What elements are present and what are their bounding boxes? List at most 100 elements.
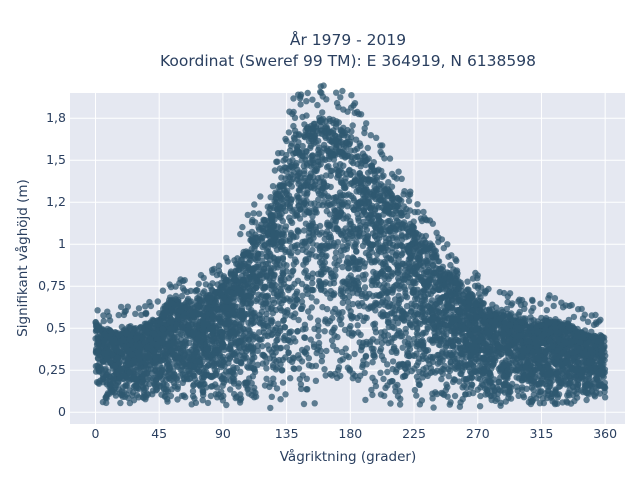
data-point — [294, 248, 301, 256]
data-point — [552, 316, 559, 323]
data-point — [253, 284, 260, 292]
data-point — [300, 400, 308, 408]
data-point — [290, 122, 297, 130]
data-point — [567, 379, 574, 386]
data-point — [209, 383, 216, 390]
data-point — [295, 139, 302, 146]
data-point — [336, 189, 344, 196]
data-point — [263, 365, 270, 372]
data-point — [311, 400, 318, 407]
data-point — [443, 381, 450, 388]
data-point — [328, 337, 336, 344]
data-point — [307, 314, 314, 321]
data-point — [445, 373, 452, 380]
data-point — [388, 232, 395, 239]
data-point — [434, 351, 441, 359]
data-point — [391, 296, 399, 303]
data-point — [465, 286, 472, 293]
data-point — [333, 346, 340, 354]
data-point — [325, 194, 333, 201]
data-point — [219, 333, 226, 340]
data-point — [281, 324, 289, 331]
data-point — [339, 299, 346, 307]
data-point — [518, 386, 526, 393]
data-point — [380, 375, 387, 383]
data-point — [397, 296, 405, 303]
data-point — [384, 361, 391, 368]
data-point — [318, 191, 325, 199]
data-point — [287, 217, 294, 225]
data-point — [335, 364, 343, 371]
data-point — [310, 286, 317, 294]
data-point — [344, 287, 352, 294]
data-point — [405, 335, 412, 342]
data-point — [337, 290, 344, 298]
data-point — [411, 386, 419, 394]
data-point — [293, 159, 300, 167]
data-point — [536, 400, 544, 407]
data-point — [349, 122, 356, 129]
data-point — [227, 386, 234, 393]
data-point — [601, 394, 609, 401]
data-point — [218, 388, 225, 395]
data-point — [396, 387, 403, 395]
data-point — [246, 327, 253, 334]
data-point — [308, 304, 315, 311]
data-point — [422, 257, 430, 264]
data-point — [430, 404, 437, 411]
data-point — [363, 338, 370, 346]
data-point — [436, 359, 443, 366]
data-point — [335, 171, 342, 179]
data-point — [294, 241, 301, 249]
data-point — [312, 377, 320, 384]
data-point — [244, 385, 252, 392]
data-point — [350, 195, 357, 202]
data-point — [404, 340, 412, 347]
data-point — [269, 241, 276, 248]
data-point — [414, 311, 421, 318]
data-point — [492, 397, 499, 404]
data-point — [387, 400, 394, 407]
data-point — [327, 172, 334, 179]
data-point — [370, 345, 377, 353]
data-point — [286, 158, 293, 165]
data-point — [259, 360, 266, 367]
data-point — [332, 194, 339, 201]
data-point — [435, 328, 443, 335]
data-point — [345, 167, 353, 174]
data-point — [158, 391, 165, 398]
data-point — [399, 344, 406, 351]
data-point — [309, 156, 317, 164]
data-point — [385, 179, 392, 186]
data-point — [345, 293, 353, 300]
data-point — [283, 344, 291, 351]
data-point — [295, 316, 302, 324]
data-point — [367, 303, 374, 310]
data-point — [279, 379, 287, 386]
data-point — [263, 375, 270, 382]
data-point — [393, 236, 400, 243]
data-point — [298, 298, 306, 305]
data-point — [318, 271, 325, 278]
data-point — [321, 328, 328, 335]
data-point — [429, 321, 436, 328]
data-point — [325, 134, 332, 141]
data-point — [338, 285, 345, 292]
data-point — [286, 163, 294, 170]
data-point — [378, 173, 386, 181]
data-point — [309, 280, 316, 287]
data-point — [384, 382, 391, 389]
data-point — [477, 392, 484, 400]
data-point — [179, 379, 186, 386]
data-point — [332, 249, 340, 256]
data-point — [349, 300, 357, 308]
data-points — [92, 82, 609, 412]
data-point — [311, 200, 318, 207]
data-point — [295, 228, 302, 235]
data-point — [319, 109, 326, 116]
data-point — [396, 241, 404, 248]
data-point — [384, 368, 391, 376]
data-point — [438, 375, 445, 383]
data-point — [329, 342, 337, 350]
data-point — [371, 378, 379, 385]
